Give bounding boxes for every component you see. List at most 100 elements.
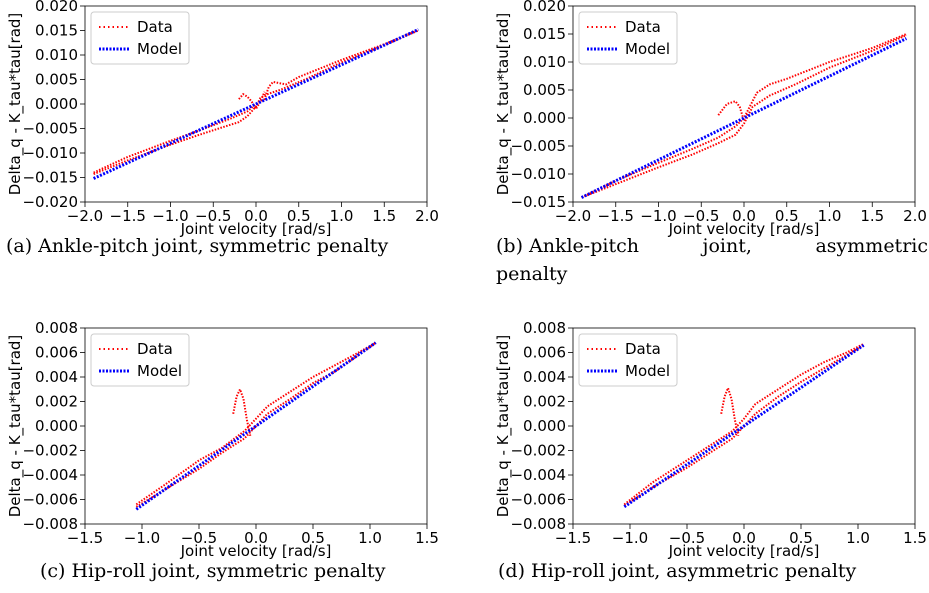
x-tick-label: 0.5 bbox=[287, 207, 311, 225]
series-model-line bbox=[580, 37, 908, 199]
legend-label-model: Model bbox=[137, 362, 182, 380]
x-tick-label: −0.5 bbox=[181, 529, 217, 547]
y-tick-label: 0.020 bbox=[523, 0, 566, 15]
y-axis-label: Delta_q - K_tau*tau[rad] bbox=[6, 13, 25, 196]
x-tick-label: 0.0 bbox=[244, 207, 268, 225]
chart-b: −2.0 −1.5 −1.0 −0.5 0.0 0.5 1.0 1.5 2.0 −0.015 −0.… bbox=[494, 0, 927, 238]
y-tick-label: 0.002 bbox=[35, 393, 78, 411]
y-tick-label: −0.005 bbox=[510, 137, 566, 155]
x-axis-label: Joint velocity [rad/s] bbox=[668, 542, 820, 560]
series-data-line bbox=[135, 341, 377, 506]
y-tick-label: 0.015 bbox=[523, 25, 566, 43]
y-tick-label: −0.006 bbox=[22, 491, 78, 509]
caption-b-text-line2: penalty bbox=[496, 263, 568, 285]
x-tick-label: 1.0 bbox=[846, 529, 870, 547]
y-tick-label: −0.010 bbox=[22, 144, 78, 162]
series-data-line bbox=[232, 386, 252, 437]
y-tick-label: 0.004 bbox=[35, 368, 78, 386]
y-tick-label: 0.004 bbox=[523, 368, 566, 386]
y-tick-label: 0.002 bbox=[523, 393, 566, 411]
legend-label-data: Data bbox=[137, 18, 173, 36]
y-tick-label: −0.005 bbox=[22, 120, 78, 138]
x-tick-label: 1.0 bbox=[818, 207, 842, 225]
x-tick-label: −1.0 bbox=[152, 207, 188, 225]
x-tick-label: 0.0 bbox=[244, 529, 268, 547]
x-tick-label: −1.5 bbox=[598, 207, 634, 225]
y-axis-label: Delta_q - K_tau*tau[rad] bbox=[494, 13, 513, 196]
y-tick-label: −0.008 bbox=[22, 515, 78, 533]
y-tick-label: −0.015 bbox=[22, 169, 78, 187]
legend-box bbox=[90, 11, 190, 65]
caption-c-text: Hip-roll joint, symmetric penalty bbox=[71, 560, 386, 582]
y-axis-label: Delta_q - K_tau*tau[rad] bbox=[6, 335, 25, 518]
series-data-line bbox=[581, 33, 907, 199]
x-tick-label: 2.0 bbox=[415, 207, 439, 225]
x-tick-label: 2.0 bbox=[903, 207, 927, 225]
series-data-line bbox=[623, 344, 865, 507]
y-tick-label: −0.020 bbox=[22, 193, 78, 211]
y-axis-label: Delta_q - K_tau*tau[rad] bbox=[494, 335, 513, 518]
legend-box bbox=[90, 333, 190, 387]
legend-label-data: Data bbox=[137, 340, 173, 358]
legend-box bbox=[578, 333, 678, 387]
series-data-line bbox=[238, 91, 266, 111]
y-tick-label: −0.002 bbox=[22, 442, 78, 460]
legend-box bbox=[578, 11, 678, 65]
y-tick-label: 0.005 bbox=[35, 71, 78, 89]
y-tick-label: −0.004 bbox=[22, 466, 78, 484]
y-tick-label: 0.010 bbox=[523, 53, 566, 71]
x-tick-label: −1.5 bbox=[67, 529, 103, 547]
legend-label-model: Model bbox=[625, 40, 670, 58]
series-data-line bbox=[581, 34, 907, 199]
x-tick-label: −2.0 bbox=[555, 207, 591, 225]
y-tick-label: 0.015 bbox=[35, 22, 78, 40]
caption-c-label: (c) bbox=[40, 560, 66, 582]
y-tick-label: 0.008 bbox=[523, 319, 566, 337]
caption-c: (c) Hip-roll joint, symmetric penalty bbox=[40, 557, 460, 585]
legend-label-model: Model bbox=[625, 362, 670, 380]
y-tick-label: 0.010 bbox=[35, 46, 78, 64]
x-tick-label: −1.0 bbox=[640, 207, 676, 225]
x-tick-label: −1.0 bbox=[612, 529, 648, 547]
caption-b-text-line1: Ankle-pitch joint, asymmetric bbox=[529, 235, 928, 257]
x-tick-label: 1.5 bbox=[903, 529, 927, 547]
series-model-line bbox=[135, 341, 377, 511]
caption-d: (d) Hip-roll joint, asymmetric penalty bbox=[498, 557, 928, 585]
series-data-line bbox=[135, 341, 377, 508]
caption-b-line1: (b) Ankle-pitch joint, asymmetric bbox=[496, 232, 928, 260]
caption-a: (a) Ankle-pitch joint, symmetric penalty bbox=[6, 232, 446, 260]
caption-d-label: (d) bbox=[498, 560, 525, 582]
y-tick-label: −0.004 bbox=[510, 466, 566, 484]
x-tick-label: 0.5 bbox=[789, 529, 813, 547]
x-axis-label: Joint velocity [rad/s] bbox=[180, 542, 332, 560]
caption-a-text: Ankle-pitch joint, symmetric penalty bbox=[38, 235, 389, 257]
x-tick-label: −1.5 bbox=[555, 529, 591, 547]
series-data-line bbox=[720, 385, 740, 437]
series-data-line bbox=[93, 29, 419, 176]
y-tick-label: 0.000 bbox=[523, 109, 566, 127]
y-tick-label: 0.000 bbox=[523, 417, 566, 435]
x-tick-label: 0.5 bbox=[775, 207, 799, 225]
y-tick-label: −0.015 bbox=[510, 193, 566, 211]
y-tick-label: −0.002 bbox=[510, 442, 566, 460]
series-data-line bbox=[623, 343, 865, 506]
y-tick-label: 0.005 bbox=[523, 81, 566, 99]
x-tick-label: −0.5 bbox=[195, 207, 231, 225]
caption-a-label: (a) bbox=[6, 235, 33, 257]
caption-d-text: Hip-roll joint, asymmetric penalty bbox=[531, 560, 857, 582]
series-data-line bbox=[93, 29, 419, 174]
x-tick-label: 1.5 bbox=[372, 207, 396, 225]
chart-c: −1.5 −1.0 −0.5 0.0 0.5 1.0 1.5 −0.008 −0.006 −0.0… bbox=[6, 319, 439, 560]
x-tick-label: 0.0 bbox=[732, 207, 756, 225]
chart-d: −1.5 −1.0 −0.5 0.0 0.5 1.0 1.5 −0.008 −0.006 −0.0… bbox=[494, 319, 927, 560]
x-tick-label: −1.0 bbox=[124, 529, 160, 547]
x-tick-label: 1.5 bbox=[415, 529, 439, 547]
x-tick-label: 1.5 bbox=[860, 207, 884, 225]
y-tick-label: −0.010 bbox=[510, 165, 566, 183]
legend-label-data: Data bbox=[625, 18, 661, 36]
y-tick-label: 0.006 bbox=[35, 344, 78, 362]
x-tick-label: −0.5 bbox=[683, 207, 719, 225]
x-tick-label: −1.5 bbox=[110, 207, 146, 225]
caption-b: (b) Ankle-pitch joint, asymmetric penalty bbox=[496, 232, 928, 288]
series-model-line bbox=[92, 28, 420, 180]
